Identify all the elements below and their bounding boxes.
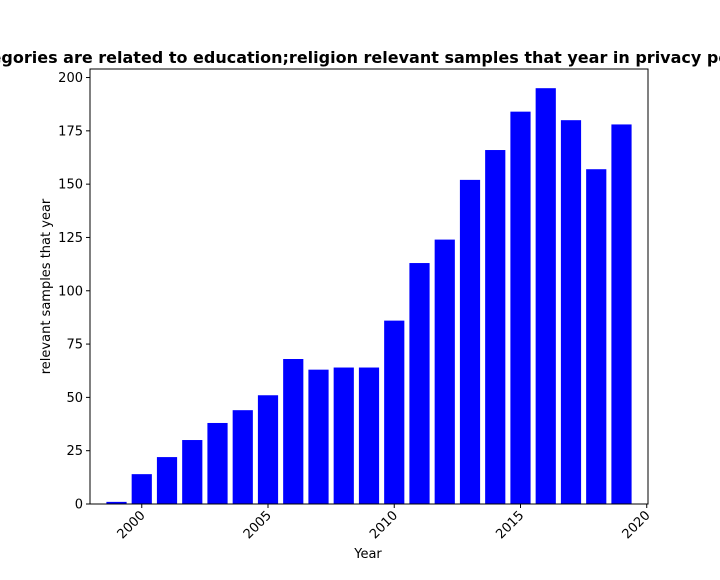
bar-2012 xyxy=(434,239,455,504)
chart-title: Categories are related to education;reli… xyxy=(0,48,720,67)
bar-2000 xyxy=(131,474,152,504)
bar-2007 xyxy=(308,369,329,504)
bar-2011 xyxy=(409,263,430,504)
bar-2006 xyxy=(283,359,304,504)
y-tick-label: 50 xyxy=(66,391,83,406)
bar-2004 xyxy=(232,410,253,504)
y-tick-label: 125 xyxy=(58,231,83,246)
y-tick-label: 150 xyxy=(58,178,83,193)
bar-2013 xyxy=(459,179,481,504)
bar-2002 xyxy=(182,440,203,504)
bar-2001 xyxy=(156,457,178,504)
x-tick-label: 2020 xyxy=(620,508,654,542)
x-tick-label: 2010 xyxy=(367,508,401,542)
y-tick-label: 100 xyxy=(58,284,83,299)
y-tick-label: 0 xyxy=(75,498,83,513)
bar-2014 xyxy=(485,150,506,504)
bar-2015 xyxy=(510,111,531,505)
bars-layer xyxy=(106,88,632,505)
bar-2017 xyxy=(560,120,582,505)
y-tick-label: 25 xyxy=(66,444,83,459)
y-axis: 0 25 50 75 100 125 150 175 200 xyxy=(58,71,90,513)
x-axis-label: Year xyxy=(353,547,382,562)
y-tick-label: 175 xyxy=(58,124,83,139)
bar-1999 xyxy=(106,501,127,504)
x-axis: 2000 2005 2010 2015 2020 xyxy=(115,504,654,542)
bar-2005 xyxy=(257,395,279,504)
y-tick-label: 75 xyxy=(66,338,83,353)
bar-2008 xyxy=(333,367,354,504)
bar-2010 xyxy=(384,320,405,504)
y-axis-label: relevant samples that year xyxy=(39,198,54,374)
x-tick-label: 2005 xyxy=(241,508,275,542)
bar-2018 xyxy=(586,169,607,504)
bar-2016 xyxy=(535,88,556,504)
bar-2003 xyxy=(207,422,228,504)
bar-2019 xyxy=(611,124,632,504)
plot-frame xyxy=(89,68,649,505)
bar-2009 xyxy=(358,367,380,504)
y-tick-label: 200 xyxy=(58,71,83,86)
x-tick-label: 2015 xyxy=(493,508,527,542)
x-tick-label: 2000 xyxy=(115,508,149,542)
